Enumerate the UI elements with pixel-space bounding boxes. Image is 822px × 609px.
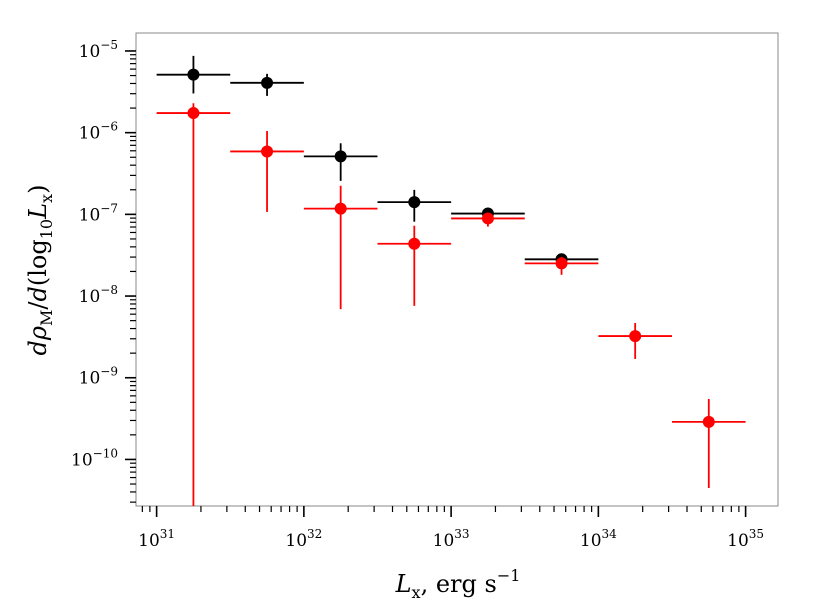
y-tick-label: 10−8 xyxy=(79,283,118,307)
y-tick-exp: −8 xyxy=(100,283,118,297)
x-label-unit-exp: −1 xyxy=(497,566,521,585)
y-tick-base: 10 xyxy=(79,287,101,307)
x-tick-exp: 31 xyxy=(160,527,175,541)
x-tick-base: 10 xyxy=(580,531,602,551)
y-label-d1: d xyxy=(24,340,52,355)
x-tick-base: 10 xyxy=(285,531,307,551)
red-point xyxy=(481,212,494,225)
y-tick-exp: −6 xyxy=(100,120,118,134)
black-point xyxy=(408,196,421,209)
black-point xyxy=(187,68,200,81)
y-axis-label: dρM/d(log10Lx) xyxy=(24,185,56,356)
y-tick-base: 10 xyxy=(79,42,101,62)
plot-frame xyxy=(135,32,779,507)
x-tick-base: 10 xyxy=(727,531,749,551)
black-point xyxy=(261,76,274,89)
red-point xyxy=(334,202,347,215)
y-label-close: ) xyxy=(24,185,52,194)
y-tick-label: 10−5 xyxy=(79,38,118,62)
y-label-slash: / xyxy=(24,301,52,310)
y-tick-label: 10−7 xyxy=(79,201,118,225)
y-tick-label: 10−10 xyxy=(71,446,118,470)
x-tick-label: 1034 xyxy=(580,527,617,551)
y-label-L: L xyxy=(24,203,52,220)
y-label-L-sub: x xyxy=(37,194,56,203)
red-point xyxy=(261,145,274,158)
red-point xyxy=(187,107,200,120)
series-black xyxy=(156,55,599,266)
x-tick-exp: 33 xyxy=(454,527,469,541)
x-tick-label: 1035 xyxy=(727,527,764,551)
x-tick-label: 1032 xyxy=(285,527,322,551)
x-tick-base: 10 xyxy=(138,531,160,551)
y-tick-base: 10 xyxy=(79,205,101,225)
x-tick-exp: 34 xyxy=(602,527,618,541)
black-point xyxy=(334,150,347,163)
y-tick-label: 10−6 xyxy=(79,120,118,144)
y-label-rho-sub: M xyxy=(37,310,56,326)
y-tick-exp: −5 xyxy=(100,38,118,52)
x-tick-base: 10 xyxy=(433,531,455,551)
y-tick-labels: 10−510−610−710−810−910−10 xyxy=(71,38,118,470)
y-tick-base: 10 xyxy=(71,450,93,470)
x-tick-label: 1031 xyxy=(138,527,175,551)
series-red xyxy=(156,103,746,506)
y-label-open: (log xyxy=(24,239,52,286)
x-tick-labels: 1031 1032 1033 1034 1035 xyxy=(138,527,764,551)
x-label-unit: , erg s xyxy=(421,570,497,598)
red-point xyxy=(408,237,421,250)
y-tick-base: 10 xyxy=(79,124,101,144)
axis-ticks xyxy=(125,50,747,517)
y-tick-exp: −7 xyxy=(100,201,118,215)
y-label-rho: ρ xyxy=(24,326,52,341)
red-point xyxy=(702,415,715,428)
y-tick-exp: −9 xyxy=(100,365,118,379)
series-layer xyxy=(156,55,746,506)
x-tick-label: 1033 xyxy=(433,527,470,551)
y-label-log-sub: 10 xyxy=(37,219,56,239)
y-tick-exp: −10 xyxy=(93,446,118,460)
x-tick-exp: 32 xyxy=(307,527,322,541)
x-label-sub: x xyxy=(412,583,421,602)
y-label-d2: d xyxy=(24,286,52,301)
x-tick-exp: 35 xyxy=(749,527,764,541)
y-tick-base: 10 xyxy=(79,369,101,389)
x-axis-label: Lx, erg s−1 xyxy=(395,566,521,602)
red-point xyxy=(629,330,642,343)
x-label-main: L xyxy=(395,570,412,598)
red-point xyxy=(555,257,568,270)
y-tick-label: 10−9 xyxy=(79,365,118,389)
